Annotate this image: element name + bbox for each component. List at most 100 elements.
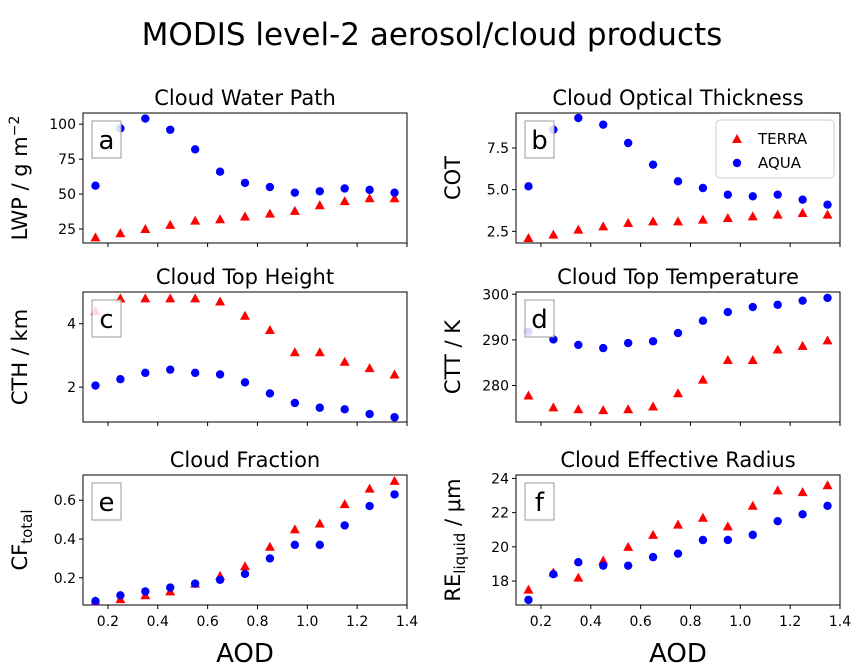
y-tick-label: 25	[58, 222, 76, 238]
data-point-terra	[772, 344, 783, 354]
data-point-aqua	[599, 561, 608, 570]
data-point-terra	[389, 475, 400, 485]
x-tick-label: 0.4	[147, 614, 169, 630]
data-point-terra	[90, 232, 101, 242]
panel-title: Cloud Optical Thickness	[552, 86, 803, 110]
data-point-aqua	[365, 409, 374, 419]
data-point-aqua	[748, 302, 757, 312]
panel-label: d	[531, 305, 548, 335]
data-point-aqua	[623, 138, 633, 148]
y-tick-label: 2	[67, 380, 76, 396]
data-point-aqua	[91, 181, 100, 190]
data-point-aqua	[723, 535, 733, 545]
panel-b: Cloud Optical Thickness 2.5 5.0 7.5 COT b TERR…	[441, 86, 841, 247]
x-tick-label: 1.2	[346, 614, 368, 630]
panel-label-box	[524, 120, 555, 159]
y-tick-label: 4	[67, 317, 76, 333]
data-point-aqua	[365, 185, 374, 195]
data-point-terra	[339, 196, 350, 206]
data-point-terra	[364, 363, 375, 373]
data-point-terra	[623, 404, 634, 414]
data-point-aqua	[390, 490, 399, 499]
data-point-terra	[797, 487, 808, 497]
data-point-aqua	[265, 389, 275, 398]
data-point-aqua	[141, 587, 150, 596]
data-point-terra	[722, 213, 733, 222]
data-point-terra	[240, 561, 250, 571]
data-point-aqua	[823, 200, 832, 209]
data-point-aqua	[723, 190, 733, 199]
data-point-aqua	[215, 575, 225, 584]
data-point-aqua	[315, 187, 324, 196]
data-point-aqua	[623, 338, 633, 348]
data-point-aqua	[673, 549, 683, 558]
data-point-terra	[747, 354, 758, 364]
y-tick-label: 300	[482, 287, 509, 303]
data-point-terra	[165, 293, 176, 303]
data-point-terra	[339, 499, 350, 509]
x-tick-label: 1.4	[396, 614, 418, 630]
panel-title: Cloud Water Path	[154, 86, 336, 110]
data-point-terra	[722, 521, 733, 531]
data-point-aqua	[315, 403, 324, 412]
data-point-terra	[548, 402, 559, 412]
data-point-terra	[822, 335, 833, 345]
y-tick-label: 280	[482, 379, 509, 395]
panel-title: Cloud Top Height	[156, 265, 334, 289]
panel-label: f	[535, 488, 545, 518]
y-axis-label: CFtotal	[8, 509, 36, 570]
legend-label-terra: TERRA	[757, 130, 808, 148]
x-tick-label: 0.8	[246, 614, 268, 630]
panel-label: e	[99, 488, 115, 518]
data-point-aqua	[141, 114, 150, 123]
data-point-aqua	[390, 413, 399, 422]
data-point-terra	[140, 224, 151, 234]
data-point-aqua	[190, 145, 200, 154]
x-tick-label: 1.0	[296, 614, 318, 630]
x-tick-label: 1.0	[729, 614, 751, 630]
y-tick-label: 0.6	[54, 493, 76, 509]
y-axis-label: COT	[441, 156, 465, 200]
data-point-aqua	[240, 569, 250, 579]
data-point-aqua	[290, 540, 300, 550]
axes-frame	[82, 112, 408, 244]
data-point-aqua	[240, 378, 250, 387]
data-point-aqua	[798, 510, 807, 519]
data-point-terra	[797, 208, 808, 217]
y-tick-label: 75	[58, 152, 76, 168]
y-tick-label: 0.4	[54, 532, 76, 548]
data-point-aqua	[141, 368, 150, 378]
data-point-terra	[523, 233, 534, 242]
data-point-terra	[314, 518, 325, 528]
x-tick-label: 0.2	[97, 614, 119, 630]
data-point-aqua	[390, 188, 399, 197]
data-point-aqua	[798, 296, 807, 305]
data-point-aqua	[190, 579, 200, 588]
data-point-terra	[697, 374, 708, 384]
data-point-terra	[264, 325, 275, 335]
data-point-terra	[573, 404, 584, 414]
data-point-aqua	[365, 501, 374, 511]
x-tick-label: 0.6	[196, 614, 218, 630]
data-point-aqua	[673, 328, 683, 338]
data-point-terra	[140, 293, 151, 303]
data-point-aqua	[265, 182, 275, 192]
y-axis-label: REliquid / μm	[441, 478, 469, 601]
y-tick-label: 100	[49, 117, 76, 133]
data-point-terra	[190, 215, 201, 225]
data-point-terra	[673, 216, 683, 226]
axes-frame	[82, 291, 408, 423]
data-point-aqua	[240, 178, 250, 188]
data-point-terra	[673, 519, 683, 529]
data-point-aqua	[215, 370, 225, 379]
data-point-aqua	[340, 184, 349, 193]
data-point-aqua	[748, 530, 757, 540]
data-point-aqua	[599, 343, 608, 353]
x-tick-label: 1.2	[779, 614, 801, 630]
y-tick-label: 50	[58, 187, 76, 203]
legend: TERRA AQUA	[715, 119, 835, 179]
data-point-aqua	[773, 516, 782, 526]
data-point-aqua	[549, 570, 558, 579]
legend-marker-terra	[732, 134, 742, 143]
data-point-terra	[523, 390, 534, 400]
